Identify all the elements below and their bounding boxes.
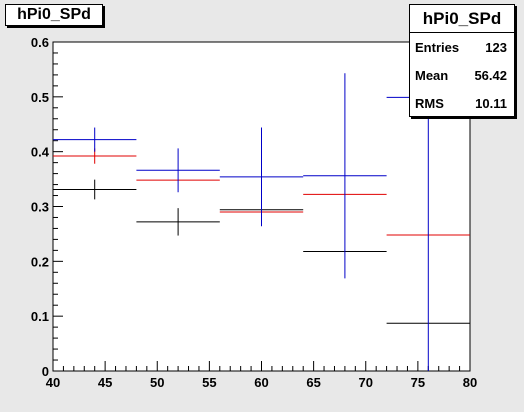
y-tick-label: 0.5 [31,90,49,105]
x-tick-label: 50 [150,375,164,390]
stats-label: RMS [415,95,444,111]
y-tick-label: 0.3 [31,200,49,215]
y-tick-label: 0.2 [31,254,49,269]
x-tick-label: 40 [46,375,60,390]
x-tick-label: 60 [254,375,268,390]
x-tick-label: 80 [463,375,477,390]
x-tick-label: 55 [202,375,216,390]
chart-title: hPi0_SPd [5,4,103,26]
stats-value: 10.11 [475,95,507,111]
axes: 40 45 50 55 60 65 70 75 80 0 0.1 0.2 0.3 0.4 0.5 0.6 [31,35,477,390]
stats-box: hPi0_SPd Entries 123 Mean 56.42 RMS 10.1… [409,4,515,117]
x-tick-label: 70 [359,375,373,390]
stats-label: Mean [415,67,449,83]
chart-title-text: hPi0_SPd [17,6,91,23]
x-tick-label: 45 [98,375,112,390]
stats-row-entries: Entries 123 [410,33,514,61]
stats-row-rms: RMS 10.11 [410,89,514,117]
y-tick-label: 0.1 [31,309,49,324]
x-tick-label: 75 [411,375,425,390]
stats-value: 123 [485,39,507,55]
y-tick-label: 0 [42,364,49,379]
y-tick-label: 0.6 [31,35,49,50]
stats-name: hPi0_SPd [410,5,514,33]
stats-label: Entries [415,39,460,55]
stats-row-mean: Mean 56.42 [410,61,514,89]
x-tick-label: 65 [306,375,320,390]
y-tick-label: 0.4 [31,145,50,160]
stats-value: 56.42 [474,67,507,83]
